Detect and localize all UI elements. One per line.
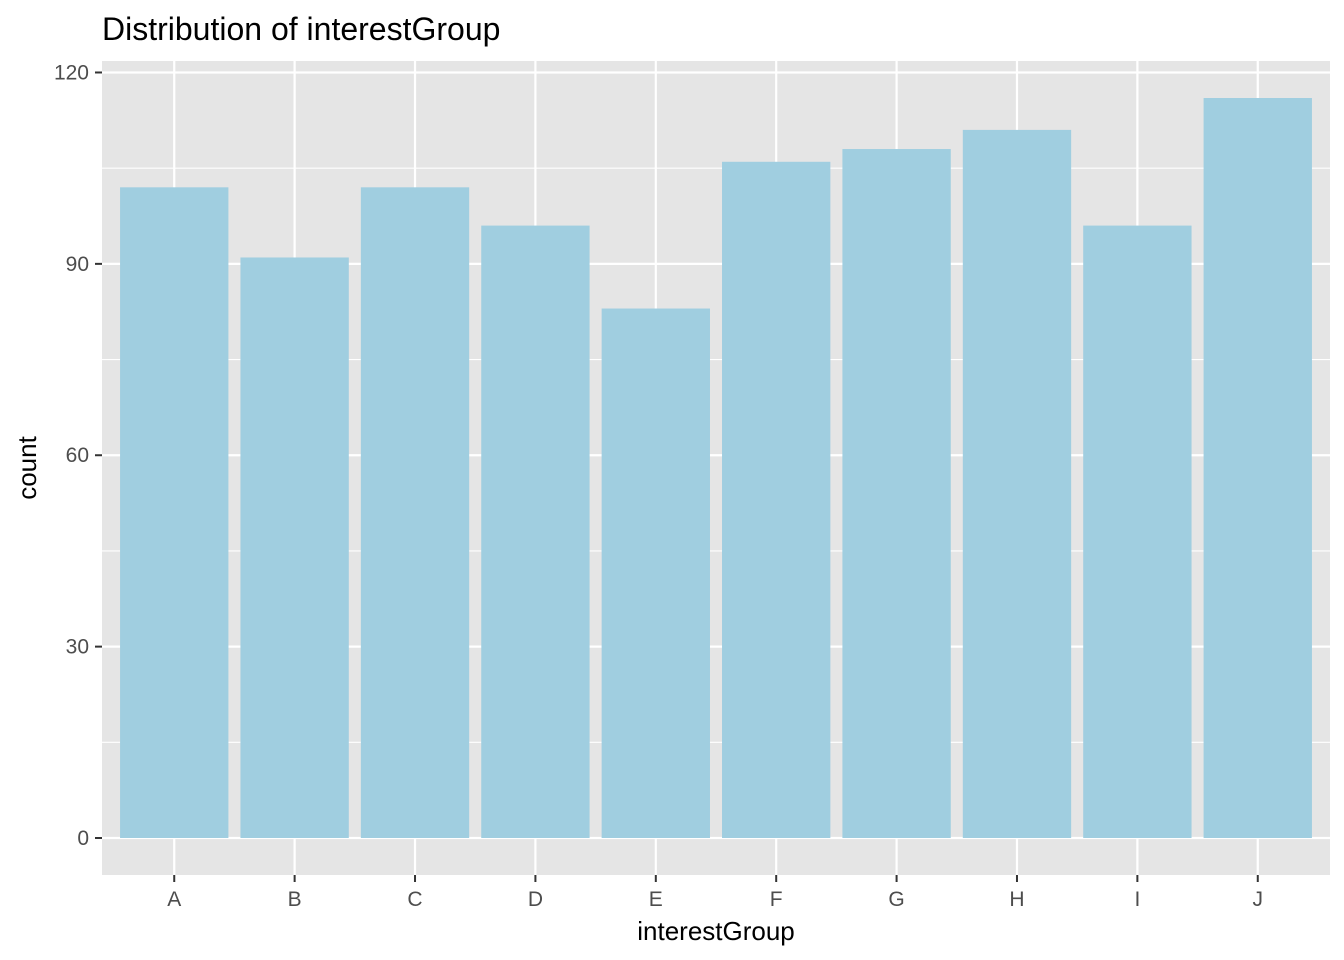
- x-tick-label: D: [528, 888, 543, 911]
- bar-A: [120, 187, 229, 838]
- y-tick-label: 90: [66, 253, 89, 276]
- x-tick-label: C: [407, 888, 422, 911]
- bar-J: [1203, 98, 1312, 838]
- x-tick-label: G: [888, 888, 904, 911]
- x-tick-label: H: [1009, 888, 1024, 911]
- x-tick-label: B: [288, 888, 302, 911]
- bar-F: [722, 161, 831, 839]
- y-tick-label: 30: [66, 636, 89, 659]
- bar-D: [481, 225, 590, 839]
- y-tick-labels: 0 30 60 90 120: [54, 61, 89, 850]
- x-axis-title: interestGroup: [637, 916, 795, 946]
- bar-I: [1083, 225, 1192, 839]
- chart-title: Distribution of interestGroup: [102, 11, 500, 47]
- bar-H: [962, 129, 1072, 838]
- y-tick-label: 60: [66, 444, 89, 467]
- x-tick-label: F: [770, 888, 783, 911]
- x-tick-label: J: [1253, 888, 1264, 911]
- x-tick-labels: A B C D E F G H I J: [167, 888, 1263, 911]
- bar-B: [240, 257, 349, 838]
- bar-C: [360, 187, 470, 838]
- x-tick-label: I: [1134, 888, 1140, 911]
- y-tick-label: 0: [77, 827, 89, 850]
- bar-G: [842, 149, 951, 838]
- axis-ticks: [95, 71, 1259, 882]
- y-tick-label: 120: [54, 61, 89, 84]
- x-tick-label: A: [167, 888, 181, 911]
- bar-E: [601, 308, 710, 839]
- x-tick-label: E: [649, 888, 663, 911]
- bars: [120, 98, 1312, 839]
- y-axis-title: count: [12, 435, 42, 499]
